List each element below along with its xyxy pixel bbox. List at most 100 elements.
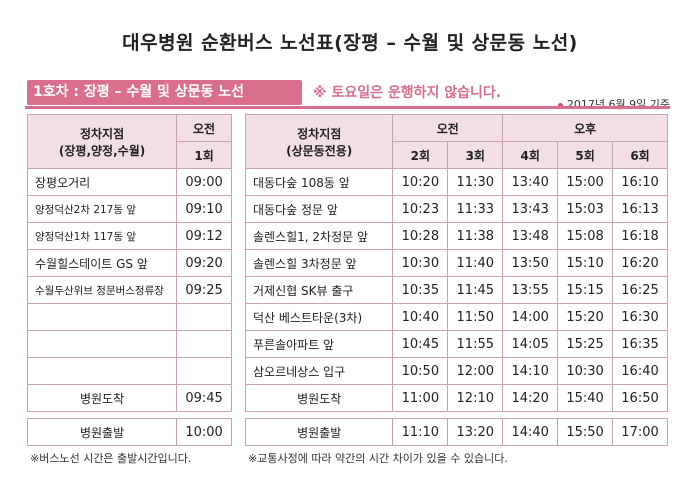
stop-time: 16:18 [612,222,668,250]
stop-time: 11:50 [447,303,504,331]
saturday-notice: ※ 토요일은 운행하지 않습니다. [313,85,502,101]
stop-time: 11:30 [447,168,504,196]
depart-time: 11:10 [392,418,449,446]
header-stop-sub: (장평,양정,수월) [58,143,146,158]
stop-time: 16:35 [612,330,668,358]
table-row: 대동다숲 정문 앞 10:23 11:33 13:43 15:03 16:13 [244,195,668,223]
depart-time: 17:00 [612,418,668,446]
table-row: 수월힐스테이트 GS 앞 09:20 [26,249,232,277]
stop-time: 10:30 [557,357,614,385]
stop-time: 09:00 [176,168,232,196]
stop-time: 16:25 [612,276,668,304]
stop-time: 15:25 [557,330,614,358]
stop-time: 15:10 [557,249,614,277]
stop-time: 09:25 [176,276,232,304]
header-period-pm: 오후 [502,114,668,142]
bullet-icon [557,102,563,108]
stop-time: 16:13 [612,195,668,223]
stop-time: 15:03 [557,195,614,223]
stop-name: 병원도착 [244,384,394,412]
stop-time: 09:45 [176,384,232,412]
stop-time: 16:10 [612,168,668,196]
header-stop: 정차지점 (상문동전용) [244,114,394,169]
table-row: 병원도착 09:45 [26,384,232,412]
depart-time: 14:40 [502,418,559,446]
header-stop-label: 정차지점 [297,126,342,141]
stop-name: 병원도착 [26,384,178,412]
stop-time: 10:45 [392,330,449,358]
left-depart-table: 병원출발 10:00 [26,418,232,446]
stop-time: 15:20 [557,303,614,331]
stop-time [176,357,232,385]
table-row: 거제신협 SK뷰 출구 10:35 11:45 13:55 15:15 16:25 [244,276,668,304]
stop-time: 10:20 [392,168,449,196]
route-badge: 1호차 : 장평 – 수월 및 상문동 노선 [27,80,302,105]
depart-time: 15:50 [557,418,614,446]
header-run: 2회 [392,141,449,169]
left-schedule-table: 정차지점 (장평,양정,수월) 오전 1회 장평오거리 09:00 양정덕산2차 2… [26,114,232,412]
table-row: 삼오르네상스 입구 10:50 12:00 14:10 10:30 16:40 [244,357,668,385]
stop-time: 10:28 [392,222,449,250]
table-row [26,330,232,358]
header-stop: 정차지점 (장평,양정,수월) [26,114,178,169]
header-run: 3회 [447,141,504,169]
header-run: 5회 [557,141,614,169]
table-row [26,357,232,385]
stop-time: 11:55 [447,330,504,358]
table-row: 솔렌스힐 3차정문 앞 10:30 11:40 13:50 15:10 16:20 [244,249,668,277]
stop-time: 13:55 [502,276,559,304]
stop-name: 장평오거리 [26,168,178,196]
table-row: 푸른솔아파트 앞 10:45 11:55 14:05 15:25 16:35 [244,330,668,358]
table-row [26,303,232,331]
stop-time: 13:43 [502,195,559,223]
stop-name: 삼오르네상스 입구 [244,357,394,385]
stop-name: 솔렌스힐1, 2차정문 앞 [244,222,394,250]
header-run-1: 1회 [176,141,232,169]
right-schedule-table: 정차지점 (상문동전용) 오전 오후 2회 3회 4회 5회 6회 대동다숲 1… [244,114,668,412]
stop-time: 10:50 [392,357,449,385]
stop-time: 16:50 [612,384,668,412]
depart-time: 13:20 [447,418,504,446]
header-stop-sub: (상문동전용) [286,143,353,158]
stop-name: 양정덕산2차 217동 앞 [26,195,178,223]
header-stop-label: 정차지점 [79,126,125,141]
stop-time: 14:10 [502,357,559,385]
stop-name [26,330,178,358]
stop-name: 덕산 베스트타운(3차) [244,303,394,331]
stop-time: 10:30 [392,249,449,277]
table-row: 병원도착 11:00 12:10 14:20 15:40 16:50 [244,384,668,412]
stop-time: 14:05 [502,330,559,358]
stop-name: 거제신협 SK뷰 출구 [244,276,394,304]
stop-time: 12:10 [447,384,504,412]
stop-time: 11:40 [447,249,504,277]
stop-time: 16:40 [612,357,668,385]
stop-name [26,303,178,331]
stop-name: 수월힐스테이트 GS 앞 [26,249,178,277]
table-row: 대동다숲 108동 앞 10:20 11:30 13:40 15:00 16:10 [244,168,668,196]
stop-time: 10:35 [392,276,449,304]
stop-time: 14:20 [502,384,559,412]
accent-divider [25,106,670,109]
page-title: 대우병원 순환버스 노선표(장평 – 수월 및 상문동 노선) [122,32,578,54]
stop-time: 10:23 [392,195,449,223]
header-run: 6회 [612,141,668,169]
stop-time: 09:20 [176,249,232,277]
stop-time: 15:40 [557,384,614,412]
stop-time: 11:38 [447,222,504,250]
header-period-am: 오전 [176,114,232,142]
stop-name: 수월두산위브 정문버스정류장 [26,276,178,304]
stop-name [26,357,178,385]
table-row: 장평오거리 09:00 [26,168,232,196]
stop-time: 09:10 [176,195,232,223]
stop-time: 15:00 [557,168,614,196]
stop-name: 대동다숲 정문 앞 [244,195,394,223]
depart-label: 병원출발 [244,418,394,446]
stop-time: 14:00 [502,303,559,331]
stop-time: 09:12 [176,222,232,250]
stop-time: 16:20 [612,249,668,277]
table-row: 솔렌스힐1, 2차정문 앞 10:28 11:38 13:48 15:08 16:18 [244,222,668,250]
footnote-departure: ※버스노선 시간은 출발시간입니다. [30,452,192,465]
depart-time: 10:00 [176,418,232,446]
table-row: 수월두산위브 정문버스정류장 09:25 [26,276,232,304]
stop-time: 11:33 [447,195,504,223]
